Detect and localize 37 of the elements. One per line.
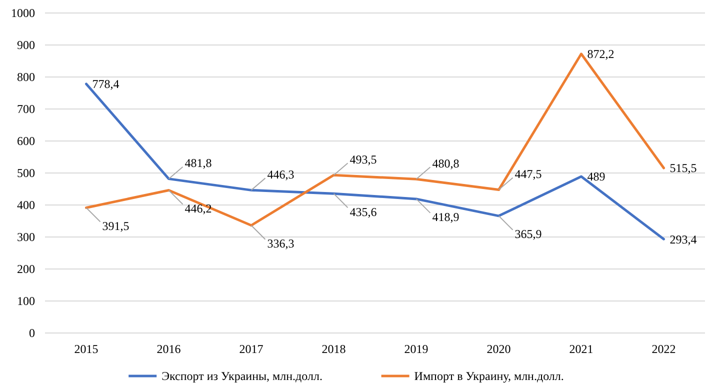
data-label: 481,8 (184, 156, 212, 170)
data-label: 447,5 (514, 167, 542, 181)
y-tick-label: 900 (17, 38, 35, 52)
data-label: 446,3 (267, 167, 294, 182)
y-tick-label: 300 (17, 230, 35, 244)
y-tick-label: 0 (29, 326, 35, 340)
x-tick-label: 2017 (239, 342, 264, 356)
y-tick-label: 1000 (11, 6, 35, 20)
data-label: 489 (587, 170, 606, 184)
data-label: 336,3 (267, 236, 294, 251)
y-tick-label: 500 (17, 166, 35, 180)
y-tick-label: 100 (17, 294, 35, 308)
data-label: 391,5 (102, 218, 130, 233)
y-tick-label: 400 (17, 198, 35, 212)
x-tick-label: 2015 (74, 342, 98, 356)
data-label: 515,5 (670, 161, 697, 176)
x-tick-label: 2021 (569, 342, 594, 356)
y-tick-label: 600 (17, 134, 35, 148)
legend-label: Экспорт из Украины, млн.долл. (162, 369, 322, 384)
data-label: 365,9 (514, 227, 542, 242)
data-label: 446,2 (184, 201, 212, 216)
data-label: 872,2 (587, 47, 614, 62)
x-tick-label: 2016 (156, 342, 181, 356)
data-label: 778,4 (92, 77, 120, 92)
y-tick-label: 700 (17, 102, 35, 116)
x-tick-label: 2022 (652, 342, 676, 356)
x-tick-label: 2020 (486, 342, 511, 356)
data-label: 435,6 (350, 204, 377, 219)
y-tick-label: 800 (17, 70, 35, 84)
x-tick-label: 2018 (322, 342, 346, 356)
data-label: 480,8 (432, 156, 460, 170)
data-label: 293,4 (670, 232, 697, 246)
x-tick-label: 2019 (404, 342, 428, 356)
y-tick-label: 200 (17, 262, 35, 276)
data-label: 493,5 (350, 152, 377, 166)
data-label: 418,9 (432, 210, 460, 224)
legend-label: Импорт в Украину, млн.долл. (414, 369, 564, 384)
